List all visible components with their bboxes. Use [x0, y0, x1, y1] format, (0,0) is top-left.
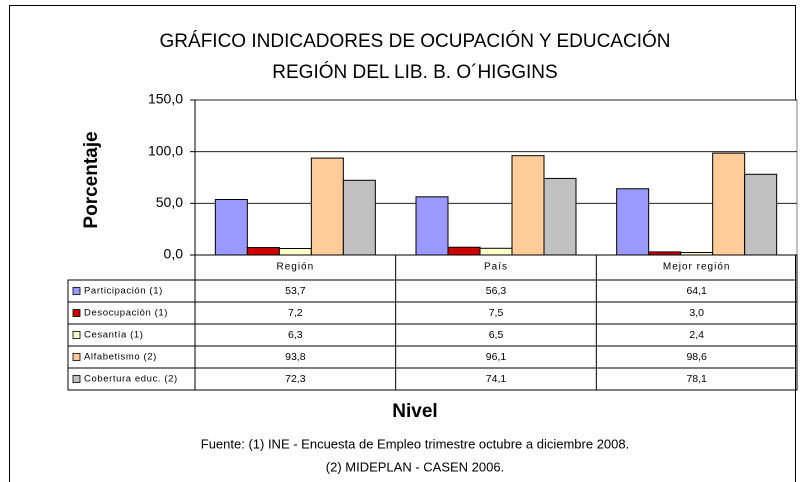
table-value: 3,0 — [689, 307, 704, 319]
y-tick-label: 50,0 — [156, 194, 183, 210]
bar — [712, 152, 746, 256]
bar — [543, 177, 577, 256]
bar — [616, 188, 650, 256]
table-value: 7,5 — [489, 307, 504, 319]
bar — [310, 157, 344, 256]
legend-swatch — [72, 353, 81, 361]
legend-swatch — [72, 331, 81, 339]
legend-label: Cesantía (1) — [84, 330, 143, 341]
legend-label: Alfabetismo (2) — [84, 352, 157, 363]
source-note: (2) MIDEPLAN - CASEN 2006. — [326, 459, 504, 474]
bar — [342, 179, 376, 256]
table-value: 93,8 — [285, 351, 306, 363]
table-value: 96,1 — [486, 351, 507, 363]
legend-label: Desocupación (1) — [84, 308, 168, 319]
table-value: 53,7 — [285, 285, 306, 297]
table-value: 64,1 — [686, 285, 707, 297]
table-value: 7,2 — [288, 307, 303, 319]
table-value: 74,1 — [486, 373, 507, 385]
bar — [744, 173, 778, 256]
table-value: 98,6 — [686, 351, 707, 363]
bar — [278, 247, 312, 256]
table-value: 6,3 — [288, 329, 303, 341]
bar — [447, 246, 481, 256]
legend-swatch — [72, 287, 81, 295]
table-value: 6,5 — [489, 329, 504, 341]
bar — [214, 199, 248, 256]
x-tick-label: Región — [276, 262, 314, 273]
legend-label: Cobertura educ. (2) — [84, 374, 178, 385]
bar — [479, 247, 513, 256]
y-tick-label: 0,0 — [164, 246, 184, 262]
chart-subtitle: REGIÓN DEL LIB. B. O´HIGGINS — [272, 61, 557, 83]
bar — [246, 247, 280, 256]
chart-title: GRÁFICO INDICADORES DE OCUPACIÓN Y EDUCA… — [160, 30, 671, 52]
legend-swatch — [72, 375, 81, 383]
table-value: 56,3 — [486, 285, 507, 297]
bar — [415, 196, 449, 256]
bar — [511, 155, 545, 256]
plot-area — [194, 99, 798, 256]
legend-swatch — [72, 309, 81, 317]
table-value: 2,4 — [689, 329, 704, 341]
y-tick-label: 150,0 — [148, 91, 183, 107]
x-tick-label: Mejor región — [663, 262, 731, 273]
x-axis-label: Nivel — [392, 401, 437, 422]
x-tick-label: País — [484, 262, 508, 273]
table-value: 78,1 — [686, 373, 707, 385]
y-tick-label: 100,0 — [148, 142, 183, 158]
y-axis-label: Porcentaje — [81, 131, 102, 228]
table-value: 72,3 — [285, 373, 306, 385]
source-note: Fuente: (1) INE - Encuesta de Empleo tri… — [201, 436, 629, 451]
bar — [648, 251, 682, 256]
legend-label: Participación (1) — [84, 286, 163, 297]
bar — [680, 252, 714, 256]
